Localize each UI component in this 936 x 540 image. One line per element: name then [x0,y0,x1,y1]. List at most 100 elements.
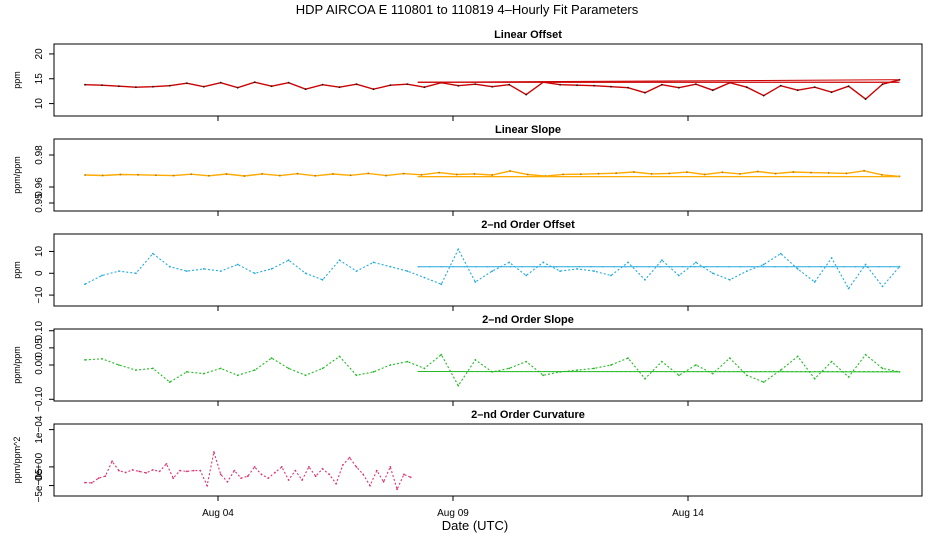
data-point [423,86,426,89]
data-point [260,473,263,476]
data-point [304,88,307,91]
data-point [644,278,646,281]
data-point [847,287,850,290]
x-tick-label: Aug 14 [672,508,704,519]
data-point [562,173,564,176]
data-point [253,369,256,371]
data-point [661,360,663,363]
data-point [206,484,209,487]
data-point [226,480,229,483]
data-point [84,481,86,484]
data-point [457,84,460,87]
data-point [101,274,103,277]
y-tick-label: 1e−04 [34,415,45,444]
data-point [864,98,867,100]
data-point [389,84,392,87]
data-point [355,466,358,468]
data-point [491,85,494,88]
panel-title: 2–nd Order Offset [481,219,575,231]
data-point [579,173,582,176]
data-point [847,85,850,88]
panel-4: 2–nd Order Slope ppm/ppm −0.10 0.000.050.10 [12,314,923,412]
data-point [438,171,440,174]
data-point [372,261,375,264]
data-point [830,360,833,363]
data-point [321,83,324,86]
data-point [440,353,443,356]
data-point [308,466,310,468]
data-point [185,470,188,473]
data-point [185,82,188,85]
data-point [796,268,799,270]
y-tick-label: 0.00 [34,355,45,375]
data-point [644,91,646,94]
data-point [711,89,714,92]
x-tick-label: Aug 04 [202,508,234,519]
data-point [678,86,680,89]
data-point [151,469,154,471]
data-point [593,270,595,272]
data-point [779,252,782,255]
data-point [508,261,511,264]
data-point [762,381,765,383]
data-point [406,270,409,272]
figure-title: HDP AIRCOA E 110801 to 110819 4–Hourly F… [296,2,639,17]
data-point [813,86,816,89]
data-point [610,274,612,277]
data-point [881,285,884,288]
data-point [830,257,833,259]
data-point [597,172,600,175]
data-point [287,81,290,84]
data-point [219,367,222,370]
data-point [402,172,405,175]
data-point [593,84,595,87]
data-point [335,482,337,485]
plot-frame [53,138,923,212]
data-point [863,169,865,172]
data-point [314,174,317,177]
data-point [84,283,86,286]
y-tick-label: 0 [34,270,45,276]
panel-3: 2–nd Order Offset ppm −10 0 10 [12,219,923,311]
data-point [627,261,629,264]
data-point [678,274,680,277]
data-point [101,357,103,360]
data-point [270,357,273,359]
data-point [137,173,140,176]
data-point [185,371,188,373]
data-point [240,477,243,479]
y-axis-title: ppm/ppm [12,346,22,384]
y-tick-label: −0.10 [34,386,45,412]
data-point [219,473,222,476]
data-point [296,172,299,175]
data-point [104,475,107,478]
data-point [375,469,378,472]
data-point [355,83,358,86]
data-point [369,484,371,487]
data-point [328,473,331,476]
data-point [135,272,137,275]
data-point [287,367,290,370]
data-point [338,86,341,89]
data-point [362,473,365,476]
data-point [745,86,748,89]
plot-frame [53,233,923,307]
data-point [457,384,460,387]
data-point [728,278,731,281]
data-point [389,466,392,468]
data-point [559,83,561,86]
data-point [739,173,741,175]
data-point [406,83,409,86]
data-point [135,369,137,371]
data-point [703,173,706,176]
series-line [84,451,411,491]
series-line [84,248,900,290]
data-point [610,85,612,88]
data-point [576,369,578,371]
x-axis-title: Date (UTC) [442,518,508,533]
data-point [526,173,529,176]
data-point [455,173,458,176]
data-point [253,466,256,468]
data-point [762,94,765,97]
